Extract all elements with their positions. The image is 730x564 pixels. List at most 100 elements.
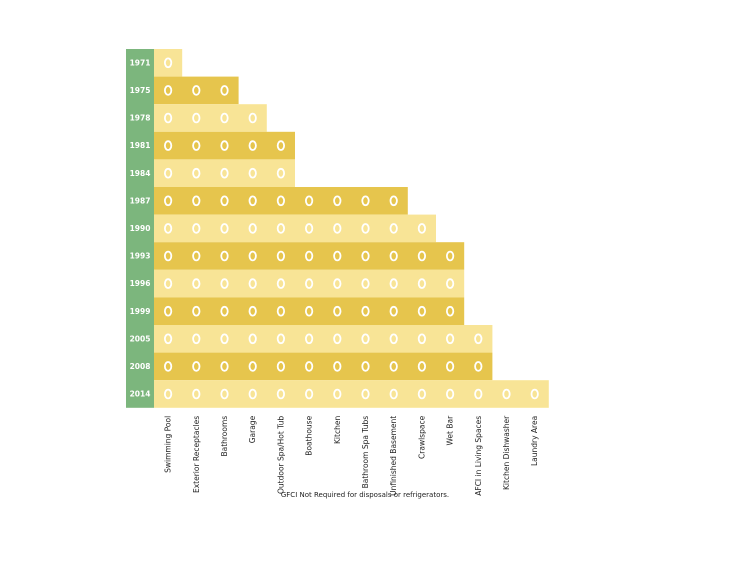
cell-marker-2005-6	[333, 333, 342, 345]
row-bar-1990	[154, 214, 436, 243]
cell-marker-1978-2	[220, 112, 229, 124]
cell-marker-1981-4	[276, 140, 285, 151]
year-label-1975: 1975	[130, 86, 151, 95]
year-label-1993: 1993	[130, 252, 151, 261]
cell-marker-1996-4	[276, 278, 285, 289]
cell-marker-1996-3	[248, 278, 257, 289]
column-label-6: Kitchen	[333, 416, 342, 444]
cell-marker-2008-10	[445, 361, 455, 372]
year-column: 1971 1975 1978 1981 1984 1987 1990 1993 1996 1999…	[126, 49, 154, 408]
cell-marker-1981-1	[192, 140, 201, 151]
cell-marker-1993-6	[333, 250, 342, 262]
cell-marker-1996-5	[304, 278, 314, 289]
cell-marker-1993-0	[164, 250, 173, 262]
row-bar-1981	[154, 131, 295, 160]
year-label-1971: 1971	[130, 58, 151, 67]
cell-marker-1981-0	[164, 140, 173, 151]
row-bar-1971	[154, 49, 183, 77]
column-label-13: Laundry Area	[530, 416, 539, 466]
cell-marker-1999-7	[361, 305, 370, 317]
cell-marker-1975-1	[192, 85, 201, 96]
cell-marker-2005-10	[445, 333, 455, 345]
cell-marker-1987-5	[304, 195, 314, 207]
row-bar-2014	[154, 380, 549, 408]
cell-marker-1996-7	[361, 278, 370, 289]
year-label-2005: 2005	[130, 334, 151, 343]
footnote: GFCI Not Required for disposals or refri…	[280, 491, 450, 499]
year-label-1981: 1981	[130, 141, 151, 150]
row-bar-2005	[154, 325, 493, 353]
cell-marker-1993-2	[220, 250, 229, 262]
cell-marker-2008-6	[333, 361, 342, 372]
cell-marker-1999-9	[417, 305, 426, 317]
cell-marker-2005-4	[276, 333, 285, 345]
cell-marker-2008-8	[389, 361, 398, 372]
cell-marker-1990-7	[361, 223, 370, 234]
year-label-1978: 1978	[130, 114, 151, 123]
cell-marker-2014-9	[417, 388, 426, 400]
cell-marker-1999-0	[164, 305, 173, 317]
cell-marker-1987-8	[389, 195, 398, 207]
cell-marker-2005-1	[192, 333, 201, 345]
year-label-1999: 1999	[130, 307, 151, 316]
cell-marker-1999-8	[389, 305, 398, 317]
cell-marker-1984-4	[276, 167, 285, 179]
cell-marker-1990-6	[333, 223, 342, 234]
cell-marker-2008-0	[164, 361, 173, 372]
cell-marker-2005-8	[389, 333, 398, 345]
column-label-7: Bathroom Spa Tubs	[361, 416, 370, 489]
row-bar-1993	[154, 242, 465, 270]
cell-marker-2008-4	[276, 361, 285, 372]
cell-marker-1990-2	[220, 223, 229, 234]
cell-marker-2005-11	[474, 333, 483, 345]
cell-marker-1996-1	[192, 278, 201, 289]
cell-marker-2014-4	[276, 388, 285, 400]
requirement-cells	[154, 49, 549, 408]
cell-marker-1999-4	[276, 305, 285, 317]
cell-marker-1996-0	[164, 278, 173, 289]
cell-marker-1987-2	[220, 195, 229, 207]
cell-marker-1993-8	[389, 250, 398, 262]
cell-marker-1990-3	[248, 223, 257, 234]
cell-marker-1990-4	[276, 223, 285, 234]
row-bar-1996	[154, 269, 465, 298]
cell-marker-2005-7	[361, 333, 370, 345]
column-label-11: AFCI in Living Spaces	[474, 416, 483, 496]
year-label-1984: 1984	[130, 169, 151, 178]
cell-marker-2005-3	[248, 333, 257, 345]
cell-marker-2014-1	[192, 388, 201, 400]
cell-marker-1987-1	[192, 195, 201, 207]
column-label-1: Exterior Receptacles	[192, 416, 201, 493]
cell-marker-1987-3	[248, 195, 257, 207]
cell-marker-1975-2	[220, 85, 229, 96]
cell-marker-1990-1	[192, 223, 201, 234]
cell-marker-1993-1	[192, 250, 201, 262]
cell-marker-2014-5	[304, 388, 314, 400]
cell-marker-1996-9	[417, 278, 426, 289]
cell-marker-1993-7	[361, 250, 370, 262]
cell-marker-2014-13	[530, 388, 539, 400]
year-label-1987: 1987	[130, 196, 151, 205]
cell-marker-1984-3	[248, 167, 257, 179]
row-bar-1975	[154, 76, 239, 105]
cell-marker-1999-2	[220, 305, 229, 317]
cell-marker-2014-6	[333, 388, 342, 400]
cell-marker-1999-10	[445, 305, 455, 317]
cell-marker-2008-5	[304, 361, 314, 372]
cell-marker-1996-2	[220, 278, 229, 289]
cell-marker-2005-2	[220, 333, 229, 345]
cell-marker-1971-0	[164, 57, 173, 69]
cell-marker-1987-0	[164, 195, 173, 207]
cell-marker-2008-11	[474, 361, 483, 372]
cell-marker-1999-6	[333, 305, 342, 317]
cell-marker-2008-7	[361, 361, 370, 372]
cell-marker-1990-8	[389, 223, 398, 234]
cell-marker-1984-0	[164, 167, 173, 179]
cell-marker-1984-1	[192, 167, 201, 179]
cell-marker-2008-1	[192, 361, 201, 372]
cell-marker-2008-2	[220, 361, 229, 372]
column-label-4: Outdoor Spa/Hot Tub	[276, 416, 285, 494]
cell-marker-2014-12	[502, 388, 511, 400]
year-label-1990: 1990	[130, 224, 151, 233]
row-bar-1987	[154, 187, 408, 215]
